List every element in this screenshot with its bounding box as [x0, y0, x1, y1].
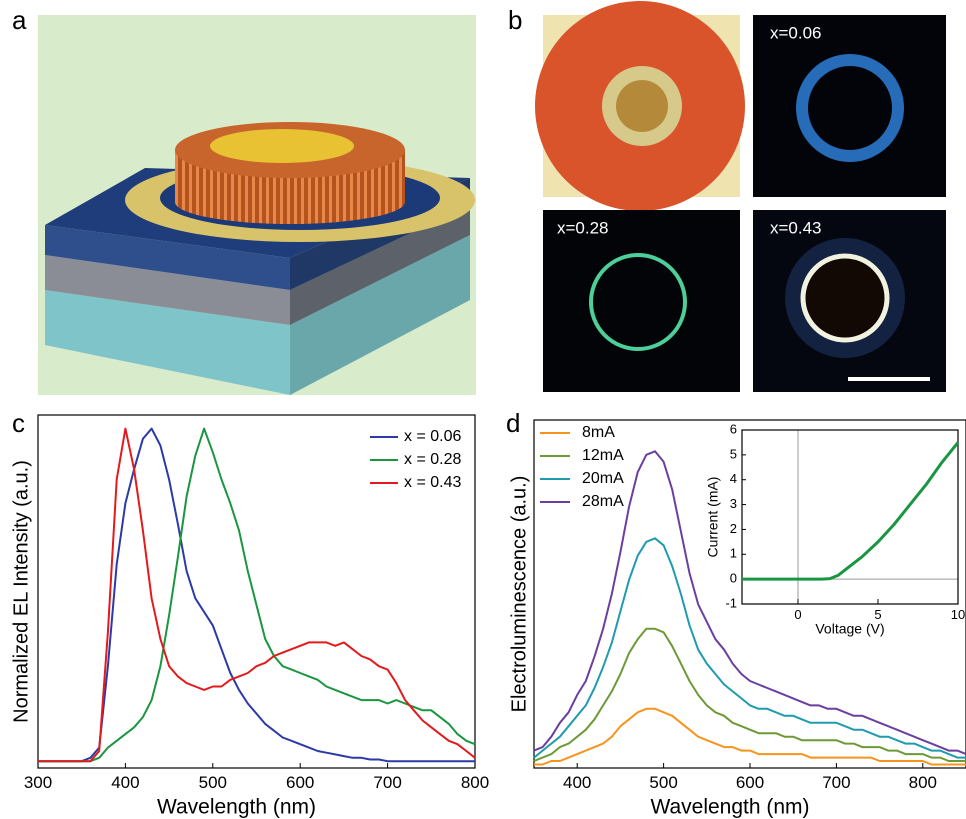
x-tick-label: 600	[736, 773, 764, 792]
x-tick-label: 0	[794, 607, 801, 622]
legend-label: 12mA	[582, 447, 624, 464]
photo-label: x=0.28	[557, 218, 609, 237]
y-axis-title: Current (mA)	[705, 477, 721, 558]
x-tick-label: 500	[199, 773, 227, 792]
legend-label: x = 0.28	[404, 451, 461, 468]
series-line	[534, 709, 966, 765]
x-axis-title: Wavelength (nm)	[157, 796, 316, 819]
x-tick-label: 500	[649, 773, 677, 792]
legend-label: 28mA	[582, 493, 624, 510]
panel-label: d	[506, 408, 520, 438]
y-tick-label: 5	[730, 446, 737, 461]
photos	[535, 1, 946, 392]
y-tick-label: 3	[730, 496, 737, 511]
y-tick-label: 4	[730, 471, 737, 486]
y-axis-title: Normalized EL Intensity (a.u.)	[10, 460, 32, 723]
x-axis-title: Voltage (V)	[815, 621, 884, 637]
figure: a b c d x=0.06 x=0.28 x=0.43 30040050060…	[0, 0, 966, 819]
y-tick-label: 6	[730, 421, 737, 436]
device-illustration	[38, 15, 476, 395]
x-tick-label: 400	[563, 773, 591, 792]
y-axis-title: Electroluminescence (a.u.)	[508, 476, 530, 713]
x-tick-label: 800	[909, 773, 937, 792]
panel-label: a	[12, 5, 27, 35]
x-axis-title: Wavelength (nm)	[650, 796, 809, 819]
legend-label: 20mA	[582, 470, 624, 487]
x-tick-label: 700	[373, 773, 401, 792]
photo-label: x=0.06	[770, 23, 822, 42]
x-tick-label: 700	[822, 773, 850, 792]
panel-label: b	[508, 5, 522, 35]
x-tick-label: 800	[461, 773, 489, 792]
y-tick-label: 2	[730, 521, 737, 536]
y-tick-label: 0	[730, 571, 737, 586]
x-tick-label: 300	[24, 773, 52, 792]
x-tick-label: 600	[286, 773, 314, 792]
legend-label: x = 0.43	[404, 474, 461, 491]
y-tick-label: -1	[725, 595, 737, 610]
legend-label: x = 0.06	[404, 428, 461, 445]
legend-label: 8mA	[582, 424, 615, 441]
x-tick-label: 400	[111, 773, 139, 792]
x-tick-label: 10	[951, 607, 965, 622]
panel-label: c	[12, 408, 25, 438]
y-tick-label: 1	[730, 546, 737, 561]
photo-label: x=0.43	[770, 218, 822, 237]
